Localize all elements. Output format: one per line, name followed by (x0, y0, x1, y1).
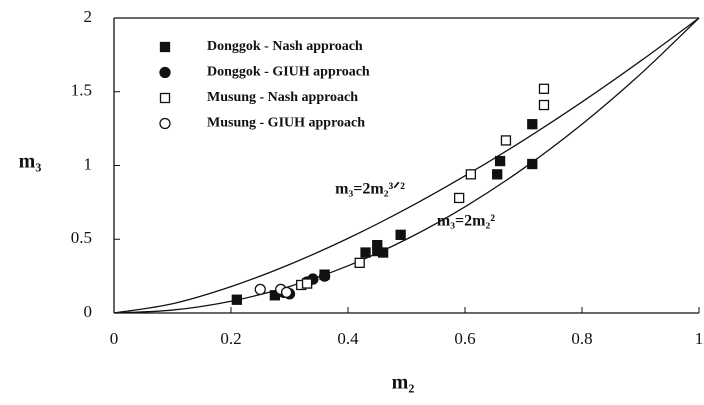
point (360, 247, 371, 258)
y-tick-label: 1.5 (71, 81, 92, 100)
point (500, 135, 512, 146)
x-tick-label: 1 (695, 329, 704, 348)
curve-label: m₃=2m₂³ᐟ² (335, 181, 405, 198)
legend-marker (159, 66, 171, 79)
legend-label: Donggok - Nash approach (207, 39, 363, 54)
legend-label: Donggok - GIUH approach (207, 65, 370, 80)
point (492, 169, 503, 180)
curve (113, 17, 700, 314)
point (494, 155, 506, 167)
y-tick-label: 0.5 (71, 228, 92, 247)
legend-marker (159, 41, 171, 53)
y-tick-label: 0 (84, 302, 93, 321)
point (354, 257, 365, 269)
point (254, 283, 266, 296)
x-tick-label: 0.2 (220, 329, 241, 348)
y-tick-label: 1 (84, 154, 93, 173)
x-tick-label: 0 (110, 329, 119, 348)
x-tick-label: 0.4 (337, 329, 359, 348)
point (527, 119, 538, 130)
legend-label: Musung - Nash approach (207, 90, 358, 105)
legend-marker (159, 117, 171, 130)
point (231, 294, 243, 305)
point (527, 158, 538, 170)
curve (113, 17, 700, 314)
legend-label: Musung - GIUH approach (207, 116, 365, 131)
y-tick-label: 2 (84, 7, 93, 26)
point (377, 247, 389, 258)
y-axis-label: m₃ (19, 151, 42, 173)
point (395, 229, 406, 240)
point (453, 192, 465, 204)
point (538, 83, 550, 94)
x-axis-label: m₂ (392, 372, 415, 394)
legend-marker (159, 92, 171, 104)
x-tick-label: 0.8 (571, 329, 592, 348)
point (318, 270, 331, 282)
point (538, 99, 550, 111)
point (465, 169, 477, 180)
x-tick-label: 0.6 (454, 329, 475, 348)
curve-label: m₃=2m₂² (437, 213, 495, 230)
point (280, 286, 293, 299)
point (301, 278, 313, 289)
